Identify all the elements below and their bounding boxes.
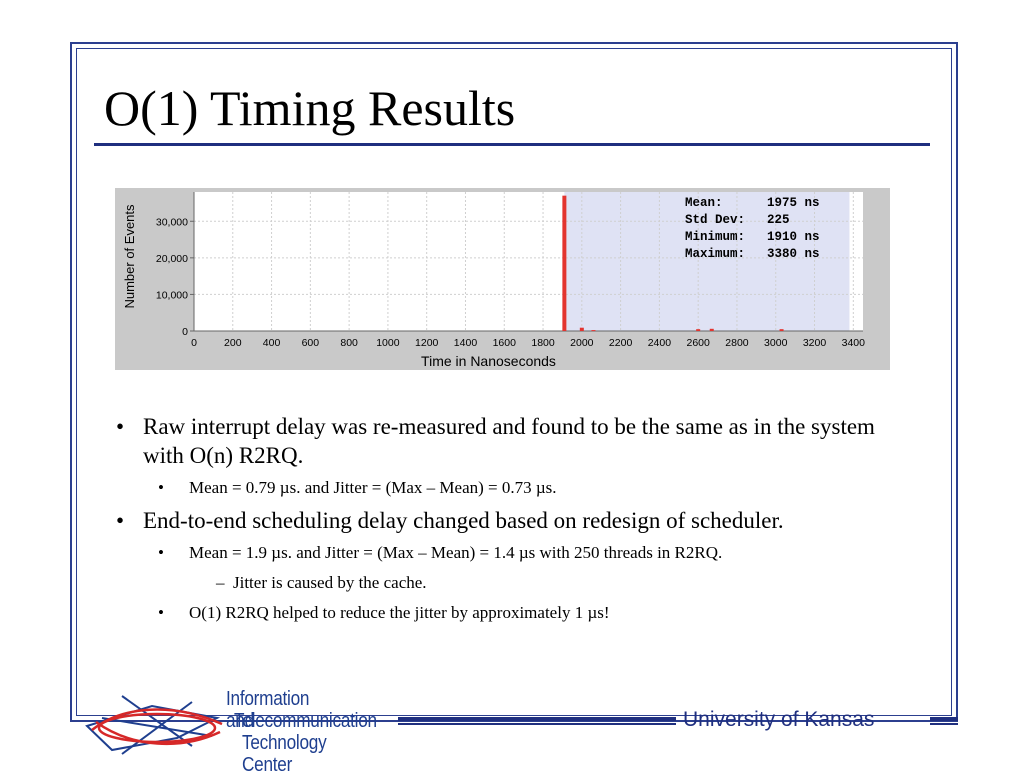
- bullet-list: Raw interrupt delay was re-measured and …: [100, 412, 920, 631]
- x-tick-label: 1600: [493, 337, 517, 349]
- x-tick-label: 0: [191, 337, 197, 349]
- y-tick-label: 20,000: [156, 253, 188, 265]
- x-tick-label: 200: [224, 337, 242, 349]
- bullet-item: End-to-end scheduling delay changed base…: [100, 506, 920, 535]
- stat-value: 1975 ns: [767, 196, 820, 210]
- title-underline: [94, 143, 930, 146]
- footer-rule-left: [398, 717, 676, 725]
- x-tick-label: 3400: [842, 337, 866, 349]
- slide-title: O(1) Timing Results: [104, 80, 516, 136]
- y-tick-label: 10,000: [156, 289, 188, 301]
- x-tick-label: 800: [340, 337, 358, 349]
- histogram-bar: [591, 330, 596, 332]
- logo-line-2: Telecommunication: [234, 710, 377, 732]
- sub-bullet-item: Mean = 1.9 µs. and Jitter = (Max – Mean)…: [100, 541, 920, 565]
- stat-label: Maximum:: [685, 247, 745, 261]
- footer-university: University of Kansas: [683, 708, 875, 731]
- itc-star-logo-icon: [85, 695, 223, 755]
- bullet-item: Raw interrupt delay was re-measured and …: [100, 412, 920, 470]
- sub-bullet-item: Mean = 0.79 µs. and Jitter = (Max – Mean…: [100, 476, 920, 500]
- stat-value: 1910 ns: [767, 230, 820, 244]
- stat-value: 3380 ns: [767, 247, 820, 261]
- timing-histogram-chart: 0 200 400 600 800 1000 1200 1400 1600 1800 2000 220…: [115, 188, 890, 370]
- x-tick-label: 3000: [764, 337, 788, 349]
- x-tick-label: 2000: [570, 337, 594, 349]
- y-axis-label: Number of Events: [122, 204, 137, 309]
- histogram-bar: [779, 329, 784, 331]
- footer-rule-right: [930, 717, 958, 725]
- slide-frame-inner: [76, 48, 952, 716]
- x-tick-label: 400: [263, 337, 281, 349]
- sub-sub-bullet-item: Jitter is caused by the cache.: [100, 571, 920, 595]
- y-tick-label: 30,000: [156, 216, 188, 228]
- stat-label: Std Dev:: [685, 213, 745, 227]
- histogram-bar: [709, 328, 714, 331]
- histogram-bar: [562, 195, 567, 331]
- x-tick-label: 3200: [803, 337, 827, 349]
- histogram-svg: 0 200 400 600 800 1000 1200 1400 1600 1800 2000 220…: [122, 192, 866, 369]
- x-tick-label: 1200: [415, 337, 439, 349]
- stat-label: Minimum:: [685, 230, 745, 244]
- slide-frame-outer: [70, 42, 958, 722]
- y-tick-label: 0: [182, 326, 188, 338]
- itc-logo: Information and Telecommunication Techno…: [82, 688, 377, 776]
- logo-line-1: Information and: [226, 688, 310, 732]
- x-tick-label: 2400: [648, 337, 672, 349]
- x-tick-label: 2200: [609, 337, 633, 349]
- x-tick-label: 1000: [376, 337, 400, 349]
- stat-value: 225: [767, 213, 790, 227]
- x-axis-label: Time in Nanoseconds: [421, 353, 556, 369]
- x-tick-label: 1800: [531, 337, 555, 349]
- sub-bullet-item: O(1) R2RQ helped to reduce the jitter by…: [100, 601, 920, 625]
- logo-line-3: Technology Center: [242, 732, 327, 776]
- min-max-shaded-region: [564, 192, 850, 331]
- x-tick-label: 1400: [454, 337, 478, 349]
- histogram-bar: [579, 327, 584, 331]
- x-tick-label: 2600: [686, 337, 710, 349]
- x-tick-label: 600: [302, 337, 320, 349]
- x-tick-label: 2800: [725, 337, 749, 349]
- histogram-bar: [696, 329, 701, 331]
- stat-label: Mean:: [685, 196, 723, 210]
